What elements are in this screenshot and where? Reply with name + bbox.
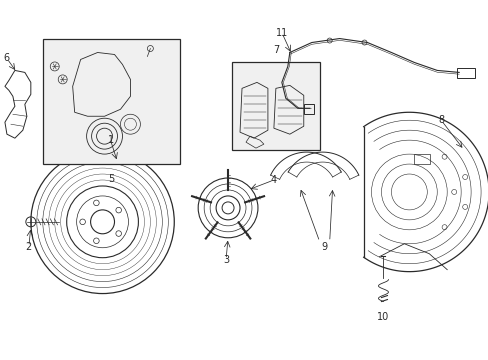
Text: 8: 8 xyxy=(437,115,444,125)
Text: 11: 11 xyxy=(275,28,287,37)
Text: 2: 2 xyxy=(26,242,32,252)
Text: 6: 6 xyxy=(4,54,10,63)
Bar xyxy=(303,104,313,114)
Bar xyxy=(413,154,429,164)
Bar xyxy=(456,68,474,78)
Text: 4: 4 xyxy=(270,175,276,185)
Bar xyxy=(232,62,319,150)
Text: 10: 10 xyxy=(377,312,389,323)
Bar xyxy=(42,39,180,164)
Text: 9: 9 xyxy=(321,242,327,252)
Text: 7: 7 xyxy=(272,45,279,55)
Text: 1: 1 xyxy=(107,135,113,145)
Text: 5: 5 xyxy=(108,174,114,184)
Text: 3: 3 xyxy=(223,255,229,265)
